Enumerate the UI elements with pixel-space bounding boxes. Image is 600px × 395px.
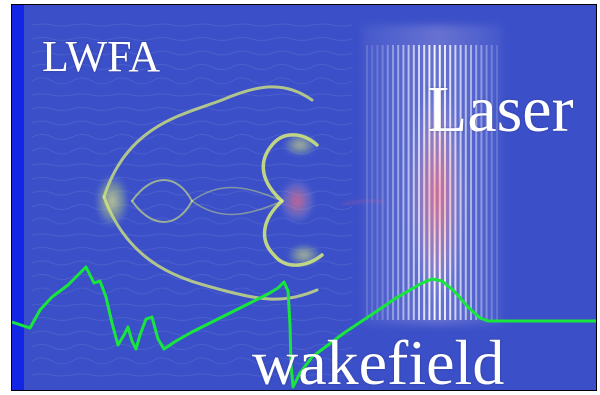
left-boundary	[12, 5, 24, 390]
simulation-frame: LWFA Laser wakefield	[11, 4, 597, 391]
lwfa-label: LWFA	[42, 32, 161, 81]
laser-label: Laser	[427, 73, 574, 146]
wake-structure	[94, 85, 385, 301]
simulation-image	[12, 5, 596, 390]
wakefield-label: wakefield	[252, 327, 505, 391]
laser-pulse	[362, 25, 502, 325]
wakefield-line	[12, 265, 596, 389]
